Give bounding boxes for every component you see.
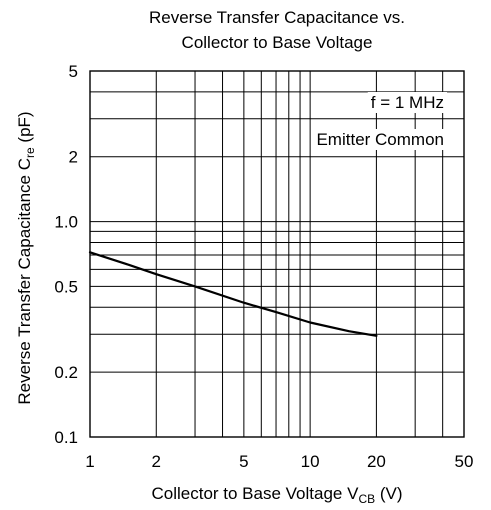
x-tick-label: 50 [455,452,474,471]
grid [90,71,464,437]
x-axis-label: Collector to Base Voltage VCB (V) [90,484,464,506]
chart-title-line-2: Collector to Base Voltage [181,33,373,52]
annotation-emitter-common: Emitter Common [316,130,444,149]
y-axis-label: Reverse Transfer Capacitance Cre (pF) [15,48,37,468]
x-tick-label: 5 [239,452,248,471]
y-axis-label-subscript: re [23,147,37,158]
x-tick-label: 20 [367,452,386,471]
y-tick-label: 0.1 [54,428,78,447]
x-axis-label-subscript: CB [358,492,376,506]
annotation-background [313,129,447,150]
x-tick-label: 1 [85,452,94,471]
series-group [88,251,378,337]
annotation-background [367,92,447,113]
y-axis-label-main: Reverse Transfer Capacitance C [15,157,34,405]
y-tick-label: 0.5 [54,277,78,296]
x-tick-label: 2 [152,452,161,471]
y-tick-label: 5 [69,62,78,81]
y-axis-label-unit: (pF) [15,111,34,148]
plot-frame [89,70,465,438]
y-tick-label: 0.2 [54,363,78,382]
x-axis-label-unit: (V) [375,484,403,503]
chart-title-line-1: Reverse Transfer Capacitance vs. [148,8,406,27]
y-tick-label: 1.0 [54,213,78,232]
x-axis-label-main: Collector to Base Voltage V [151,484,359,503]
series-line-1 [88,251,378,337]
y-tick-label: 2 [69,148,78,167]
x-tick-label: 10 [301,452,320,471]
tick-labels: 1 2 5 10 20 50 5 2 1.0 0.5 0.2 0.1 [54,62,473,471]
annotation-frequency: f = 1 MHz [371,93,444,112]
